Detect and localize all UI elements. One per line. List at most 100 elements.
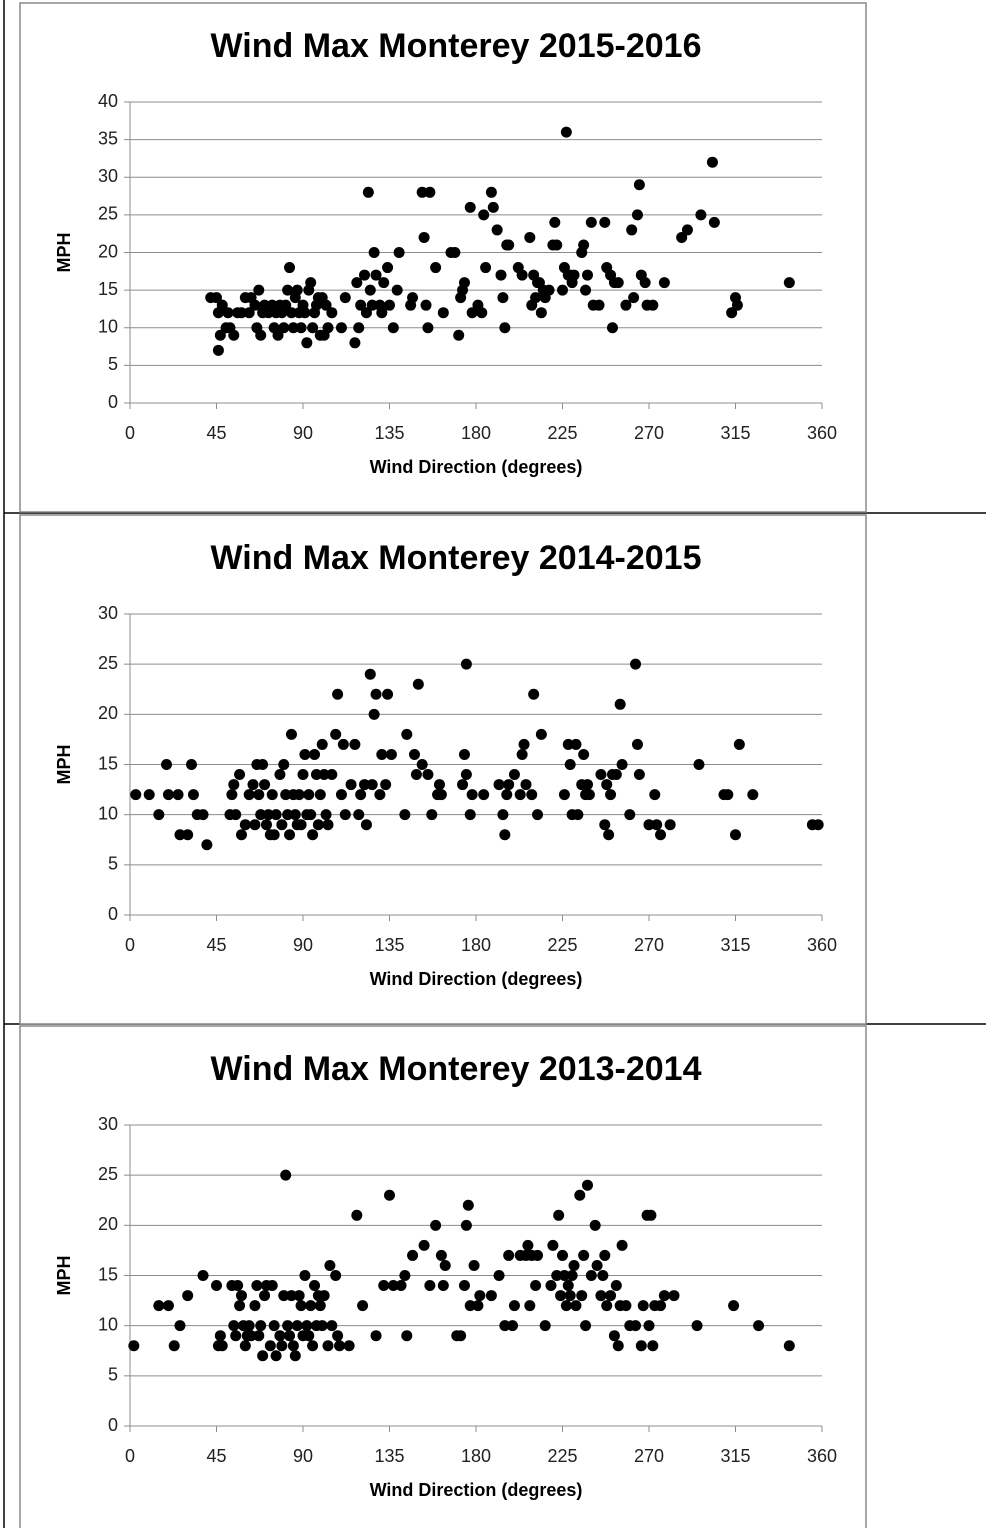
x-tick-label: 0	[125, 935, 135, 955]
point	[285, 728, 297, 740]
point	[295, 819, 307, 831]
point	[553, 1209, 565, 1221]
point	[624, 809, 636, 821]
point	[658, 277, 670, 289]
point	[280, 789, 292, 801]
point	[382, 262, 394, 274]
point	[314, 1300, 326, 1312]
point	[399, 1270, 411, 1281]
y-tick-label: 15	[98, 753, 118, 773]
point	[433, 779, 445, 791]
point	[370, 269, 382, 281]
point	[307, 322, 319, 334]
point	[364, 284, 376, 296]
point	[326, 769, 338, 781]
point	[545, 1280, 557, 1292]
point	[637, 1300, 649, 1312]
point	[362, 186, 374, 198]
point	[324, 1259, 336, 1271]
point	[430, 262, 442, 274]
y-tick-label: 35	[98, 128, 118, 148]
point	[211, 292, 222, 304]
point	[599, 216, 611, 228]
point	[153, 809, 165, 821]
point	[320, 299, 332, 311]
point	[395, 1280, 407, 1292]
point	[630, 658, 642, 670]
point	[162, 1300, 174, 1312]
point	[495, 269, 507, 281]
point	[360, 819, 372, 831]
point	[284, 1330, 296, 1342]
point	[585, 216, 597, 228]
point	[412, 678, 424, 690]
point	[318, 1290, 330, 1302]
point	[578, 239, 590, 251]
point	[232, 1280, 244, 1292]
point	[378, 277, 390, 289]
point	[303, 1330, 315, 1342]
x-tick-label: 45	[206, 935, 226, 955]
x-tick-label: 225	[547, 423, 577, 443]
y-tick-label: 40	[98, 91, 118, 111]
point	[464, 809, 476, 821]
point	[234, 1300, 246, 1312]
point	[691, 1320, 703, 1332]
point	[243, 307, 255, 319]
point	[564, 759, 576, 770]
point	[299, 307, 311, 319]
point	[370, 688, 382, 700]
point	[174, 829, 186, 841]
y-tick-label: 5	[108, 1365, 118, 1385]
point	[305, 809, 317, 821]
point	[257, 1350, 269, 1362]
point	[747, 789, 759, 801]
point	[182, 1290, 194, 1302]
point	[462, 1199, 474, 1211]
point	[253, 789, 265, 801]
point	[278, 759, 290, 770]
point	[453, 329, 465, 341]
point	[162, 789, 174, 801]
x-axis-label: Wind Direction (degrees)	[370, 1480, 583, 1500]
point	[235, 829, 247, 841]
point	[518, 738, 530, 750]
point	[349, 738, 361, 750]
point	[574, 1189, 586, 1201]
point	[260, 819, 272, 831]
point	[612, 277, 624, 289]
point	[726, 307, 738, 319]
y-tick-label: 20	[98, 241, 118, 261]
point	[228, 1320, 240, 1332]
point	[530, 292, 542, 304]
point	[560, 1300, 572, 1312]
point	[631, 738, 643, 750]
point	[289, 809, 301, 821]
point	[357, 1300, 369, 1312]
point	[543, 284, 555, 296]
point	[249, 299, 261, 311]
x-tick-label: 270	[634, 423, 664, 443]
point	[532, 1249, 544, 1261]
point	[535, 728, 547, 740]
point	[255, 329, 267, 341]
point	[581, 1179, 593, 1191]
point	[570, 1300, 582, 1312]
point	[168, 1340, 180, 1352]
y-tick-label: 15	[98, 279, 118, 299]
y-tick-label: 10	[98, 317, 118, 337]
point	[460, 1219, 472, 1231]
point	[466, 789, 478, 801]
point	[610, 769, 622, 781]
point	[253, 1330, 265, 1342]
point	[722, 789, 734, 801]
point	[378, 1280, 390, 1292]
point	[305, 277, 317, 289]
point	[228, 779, 240, 791]
point	[681, 224, 693, 236]
point	[253, 284, 265, 296]
point	[299, 748, 311, 760]
point	[524, 1300, 536, 1312]
point	[424, 1280, 436, 1292]
point	[499, 322, 511, 334]
